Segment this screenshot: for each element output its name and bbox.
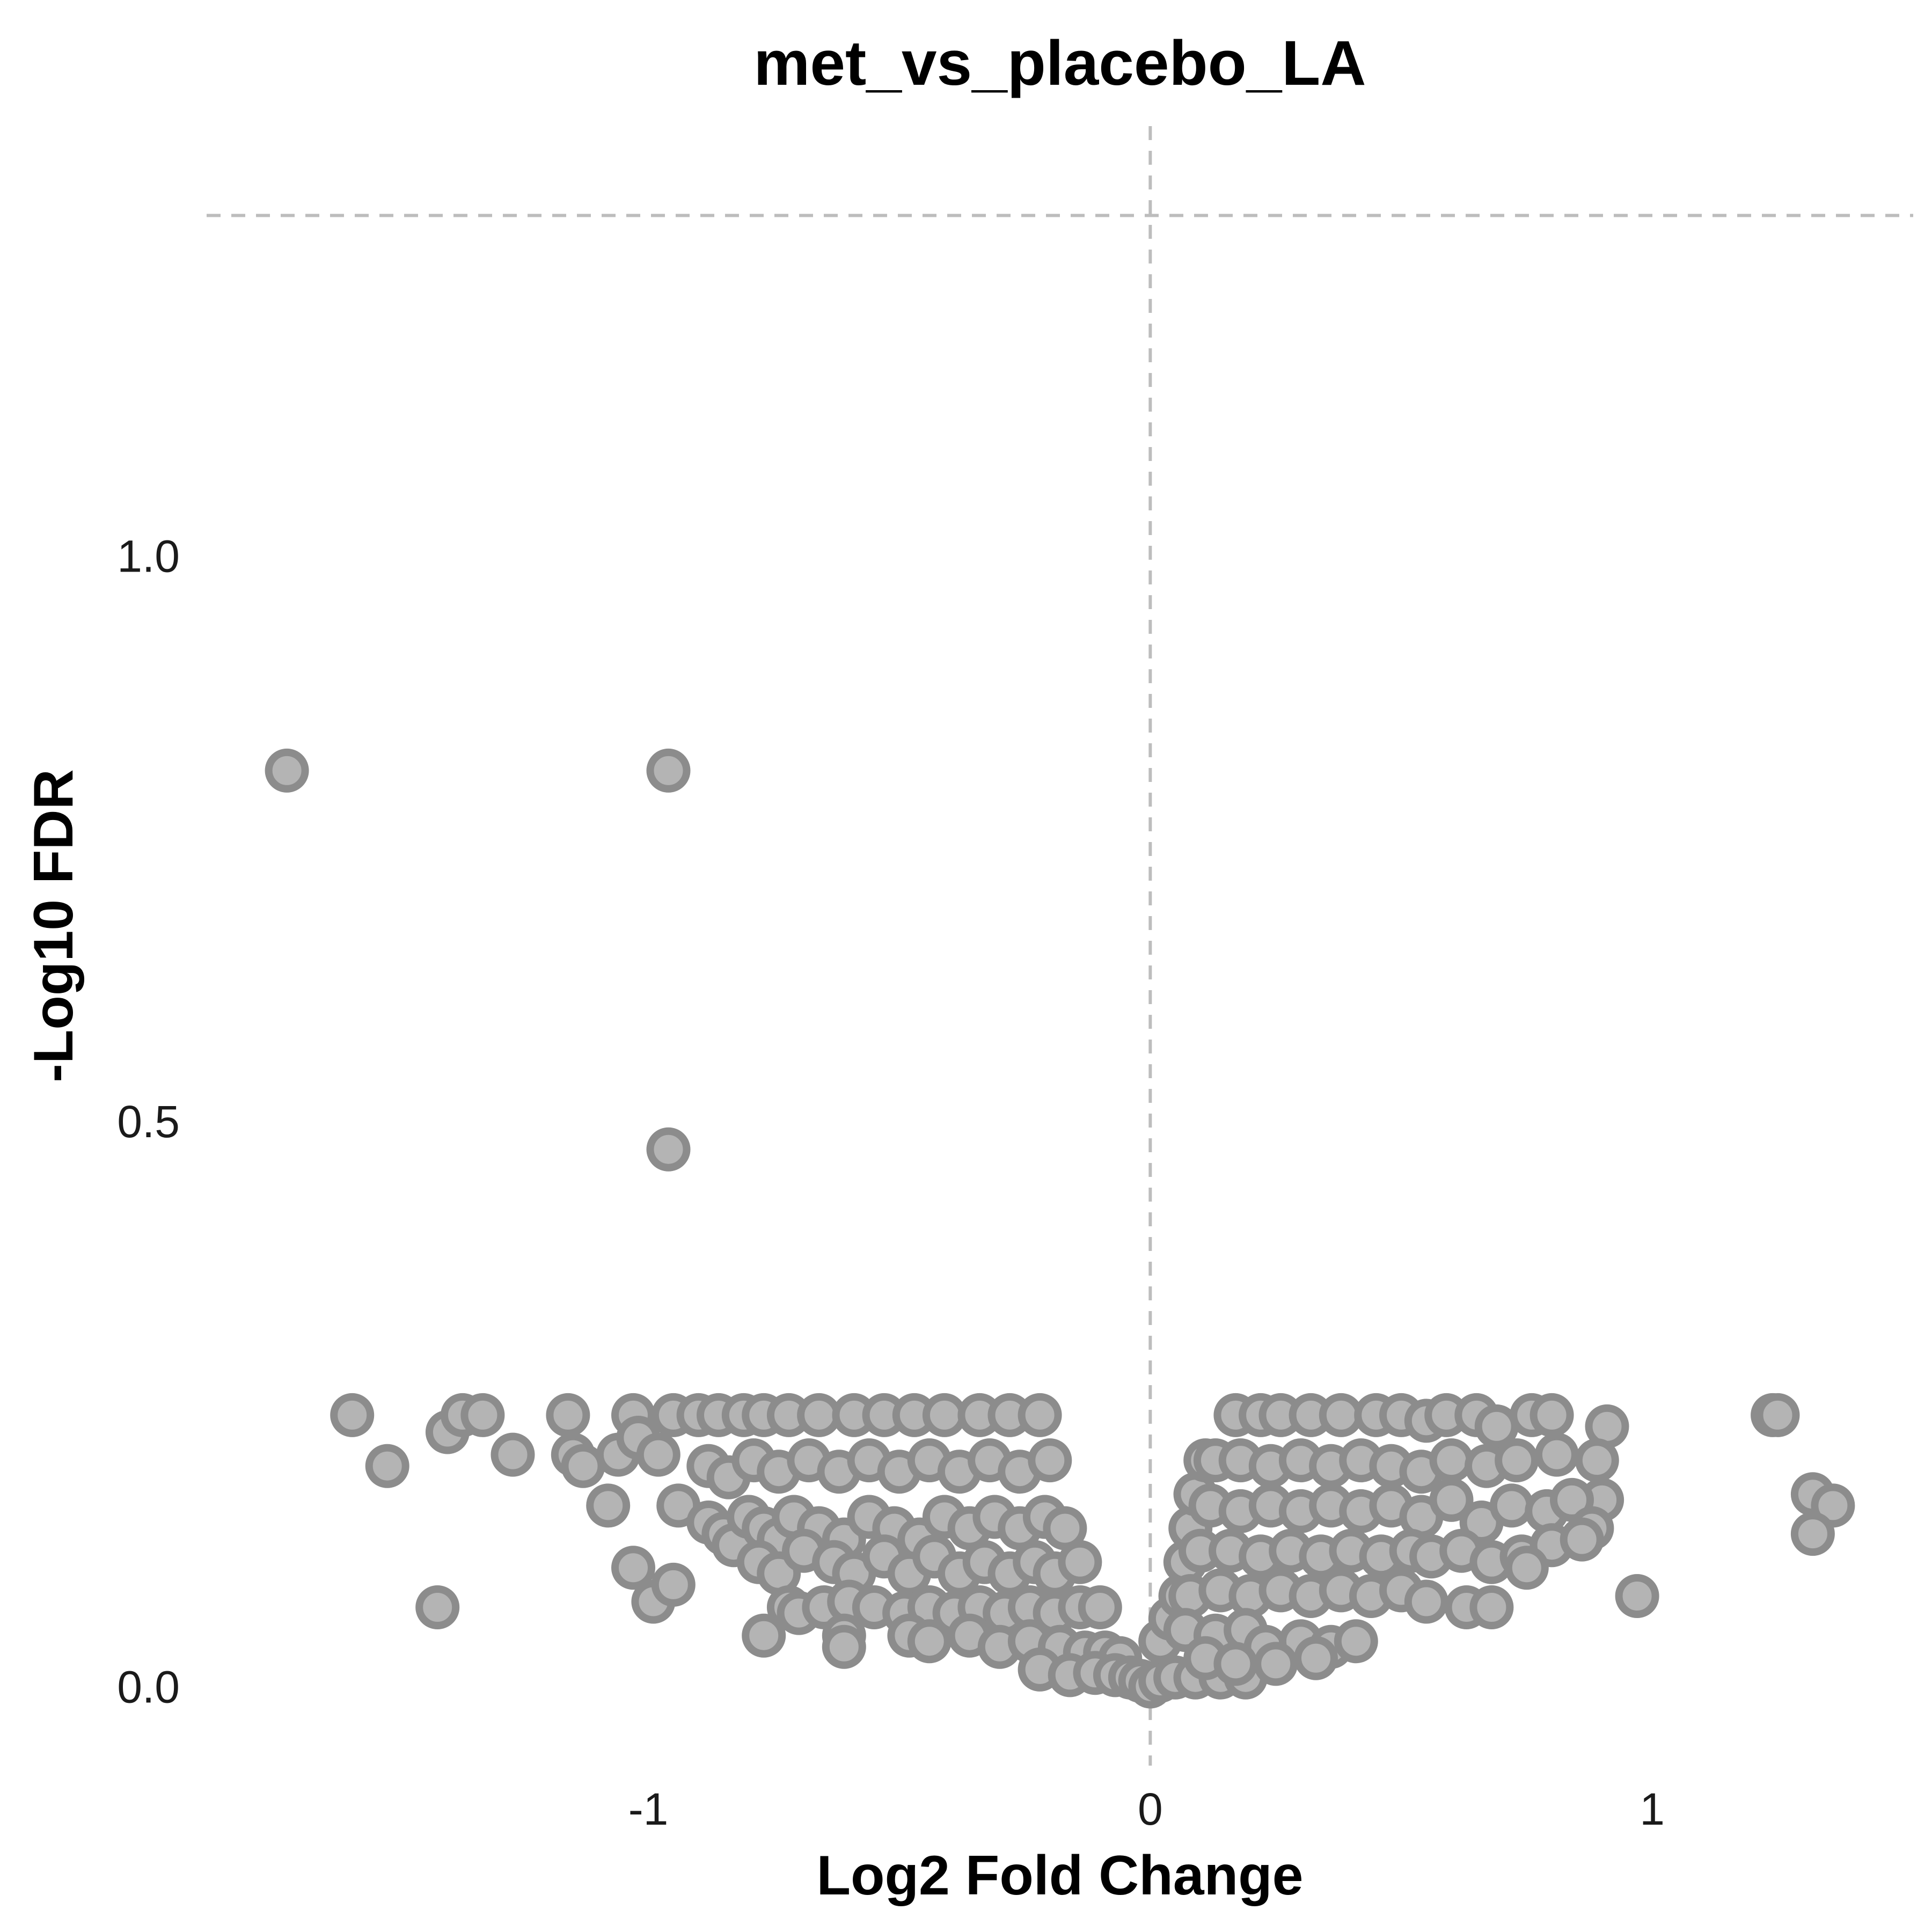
data-point	[546, 1393, 590, 1437]
y-tick-label: 1.0	[117, 531, 180, 582]
data-point	[1755, 1393, 1800, 1437]
data-point	[1790, 1512, 1835, 1556]
data-point	[922, 1393, 967, 1437]
y-axis-ticks: 0.0 0.5 1.0	[117, 531, 180, 1713]
data-point	[1504, 1546, 1549, 1590]
data-point	[797, 1393, 841, 1437]
data-point	[365, 1444, 409, 1488]
data-point	[1429, 1438, 1474, 1483]
data-point	[1489, 1483, 1534, 1528]
data-point	[415, 1585, 460, 1629]
data-point	[1058, 1540, 1102, 1584]
chart-title: met_vs_placebo_LA	[753, 28, 1366, 99]
data-point	[1529, 1393, 1574, 1437]
data-point	[330, 1393, 375, 1437]
y-tick-label: 0.5	[117, 1096, 180, 1147]
data-point	[1469, 1585, 1514, 1629]
data-point	[1334, 1619, 1378, 1664]
data-point	[1429, 1477, 1474, 1522]
y-tick-label: 0.0	[117, 1662, 180, 1713]
data-point	[1474, 1404, 1519, 1448]
data-point	[1294, 1636, 1338, 1680]
data-point	[460, 1393, 505, 1437]
x-tick-label: 0	[1138, 1784, 1163, 1834]
y-axis-label: -Log10 FDR	[23, 769, 85, 1082]
data-point	[646, 1127, 691, 1172]
data-point	[636, 1432, 680, 1477]
data-point	[1028, 1438, 1072, 1483]
data-point	[651, 1562, 696, 1607]
data-point	[1078, 1585, 1122, 1629]
data-point	[1319, 1393, 1363, 1437]
data-point	[611, 1546, 655, 1590]
data-point	[1560, 1517, 1604, 1562]
data-point	[265, 748, 309, 793]
data-point	[1254, 1642, 1298, 1686]
x-axis-label: Log2 Fold Change	[816, 1845, 1303, 1907]
data-point	[561, 1444, 605, 1488]
data-point	[1018, 1393, 1062, 1437]
data-point	[1404, 1579, 1448, 1624]
data-point	[1615, 1574, 1659, 1618]
data-point	[822, 1624, 866, 1669]
data-point	[1213, 1642, 1258, 1686]
x-tick-label: -1	[628, 1784, 669, 1834]
data-points	[265, 748, 1855, 1709]
data-point	[907, 1619, 952, 1664]
data-point	[1811, 1483, 1855, 1528]
data-point	[1534, 1432, 1579, 1477]
data-point	[1550, 1477, 1594, 1522]
data-point	[586, 1483, 631, 1528]
x-tick-label: 1	[1640, 1784, 1665, 1834]
data-point	[491, 1432, 535, 1477]
data-point	[1495, 1438, 1539, 1483]
data-point	[1575, 1438, 1619, 1483]
x-axis-ticks: -1 0 1	[628, 1784, 1665, 1834]
data-point	[742, 1613, 786, 1658]
data-point	[646, 748, 691, 793]
